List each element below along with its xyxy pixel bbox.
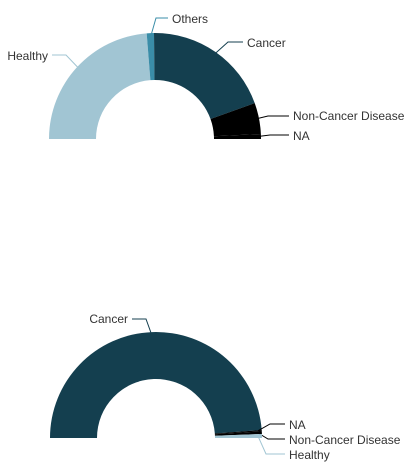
- leader-line-non-cancer-disease: [254, 115, 289, 120]
- leader-line-cancer: [212, 41, 243, 56]
- slice-label-healthy: Healthy: [289, 448, 330, 462]
- slice-na[interactable]: [213, 134, 261, 139]
- slice-label-healthy: Healthy: [7, 49, 48, 63]
- leader-line-na: [256, 134, 289, 138]
- slice-healthy[interactable]: [214, 434, 262, 438]
- slice-label-non-cancer-disease: Non-Cancer Disease: [293, 109, 405, 123]
- slice-non-cancer-disease[interactable]: [210, 103, 261, 137]
- slice-healthy[interactable]: [49, 33, 151, 139]
- slice-label-non-cancer-disease: Non-Cancer Disease: [289, 433, 401, 447]
- slice-label-cancer: Cancer: [89, 312, 128, 326]
- slice-cancer[interactable]: [154, 33, 255, 120]
- slice-cancer[interactable]: [50, 331, 262, 438]
- slice-label-na: NA: [293, 129, 310, 143]
- slice-others[interactable]: [146, 33, 155, 81]
- leader-line-cancer: [132, 318, 153, 337]
- leader-line-healthy: [52, 54, 81, 71]
- slice-non-cancer-disease[interactable]: [214, 431, 262, 436]
- semi-donut-chart-1: Healthy Others Cancer Non-Cancer Disease NA: [7, 12, 404, 143]
- leader-line-na: [257, 423, 285, 432]
- leader-line-others: [150, 17, 168, 38]
- slice-label-others: Others: [172, 12, 208, 26]
- slice-label-cancer: Cancer: [247, 36, 286, 50]
- slice-label-na: NA: [289, 418, 306, 432]
- leader-line-healthy: [257, 435, 285, 455]
- slice-na[interactable]: [214, 430, 262, 435]
